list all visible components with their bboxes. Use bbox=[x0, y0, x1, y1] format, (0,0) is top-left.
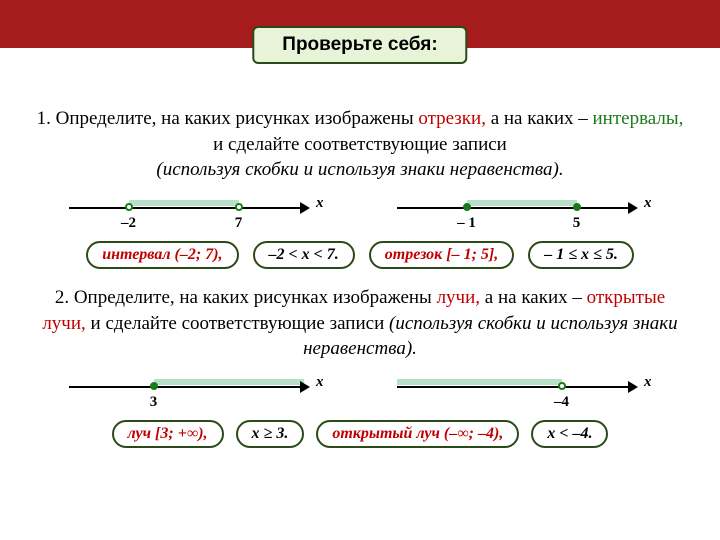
diagram-3: 3 x bbox=[69, 372, 324, 416]
ans-ineq: x < –4. bbox=[531, 420, 608, 448]
task2-tail: и сделайте соответствующие записи bbox=[86, 313, 389, 334]
ans-interval: интервал (–2; 7), bbox=[86, 241, 238, 269]
task2-prefix: 2. Определите, на каких рисунках изображ… bbox=[55, 287, 437, 308]
shade bbox=[154, 379, 304, 385]
point-open bbox=[125, 203, 133, 211]
x-label: x bbox=[316, 374, 324, 391]
diagram-4: –4 x bbox=[397, 372, 652, 416]
diagrams-row-1: –2 7 x – 1 5 x bbox=[32, 193, 688, 237]
point-label: 5 bbox=[573, 215, 581, 232]
shade bbox=[467, 200, 577, 206]
number-line bbox=[397, 207, 632, 209]
number-line bbox=[69, 207, 304, 209]
shade bbox=[397, 379, 562, 385]
number-line bbox=[69, 386, 304, 388]
point-closed bbox=[573, 203, 581, 211]
task1-mid: а на каких – bbox=[486, 108, 593, 129]
point-label: –2 bbox=[121, 215, 136, 232]
ans-ray: луч [3; +∞), bbox=[112, 420, 224, 448]
arrow-icon bbox=[300, 202, 310, 214]
point-label: –4 bbox=[554, 394, 569, 411]
task2-text: 2. Определите, на каких рисунках изображ… bbox=[32, 285, 688, 362]
task1-prefix: 1. Определите, на каких рисунках изображ… bbox=[37, 108, 419, 129]
task1-text: 1. Определите, на каких рисунках изображ… bbox=[32, 106, 688, 183]
ans-ineq: – 1 ≤ x ≤ 5. bbox=[528, 241, 634, 269]
ans-ineq: x ≥ 3. bbox=[236, 420, 305, 448]
arrow-icon bbox=[628, 381, 638, 393]
point-label: – 1 bbox=[457, 215, 476, 232]
task1-tail: и сделайте соответствующие записи bbox=[213, 134, 507, 155]
content: 1. Определите, на каких рисунках изображ… bbox=[0, 106, 720, 448]
point-closed bbox=[463, 203, 471, 211]
ans-text: отрезок [– 1; 5], bbox=[385, 246, 498, 263]
task1-italic: (используя скобки и используя знаки нера… bbox=[156, 159, 563, 180]
shade bbox=[129, 200, 239, 206]
diagram-2: – 1 5 x bbox=[397, 193, 652, 237]
task1-segments: отрезки, bbox=[418, 108, 486, 129]
point-open bbox=[558, 382, 566, 390]
point-open bbox=[235, 203, 243, 211]
point-label: 3 bbox=[150, 394, 158, 411]
task1-intervals: интервалы, bbox=[593, 108, 684, 129]
point-label: 7 bbox=[235, 215, 243, 232]
arrow-icon bbox=[628, 202, 638, 214]
title-box: Проверьте себя: bbox=[252, 26, 467, 64]
task2-rays: лучи, bbox=[437, 287, 480, 308]
task2-mid: а на каких – bbox=[480, 287, 587, 308]
answers-row-1: интервал (–2; 7), –2 < x < 7. отрезок [–… bbox=[32, 241, 688, 269]
x-label: x bbox=[644, 374, 652, 391]
diagram-1: –2 7 x bbox=[69, 193, 324, 237]
ans-ineq: –2 < x < 7. bbox=[253, 241, 355, 269]
point-closed bbox=[150, 382, 158, 390]
x-label: x bbox=[316, 195, 324, 212]
x-label: x bbox=[644, 195, 652, 212]
arrow-icon bbox=[300, 381, 310, 393]
ans-text: открытый луч (–∞; –4), bbox=[332, 425, 503, 442]
ans-segment: отрезок [– 1; 5], bbox=[369, 241, 514, 269]
ans-open-ray: открытый луч (–∞; –4), bbox=[316, 420, 519, 448]
diagrams-row-2: 3 x –4 x bbox=[32, 372, 688, 416]
ans-text: луч [3; +∞), bbox=[128, 425, 208, 442]
ans-text: интервал (–2; 7), bbox=[102, 246, 222, 263]
answers-row-2: луч [3; +∞), x ≥ 3. открытый луч (–∞; –4… bbox=[32, 420, 688, 448]
number-line bbox=[397, 386, 632, 388]
